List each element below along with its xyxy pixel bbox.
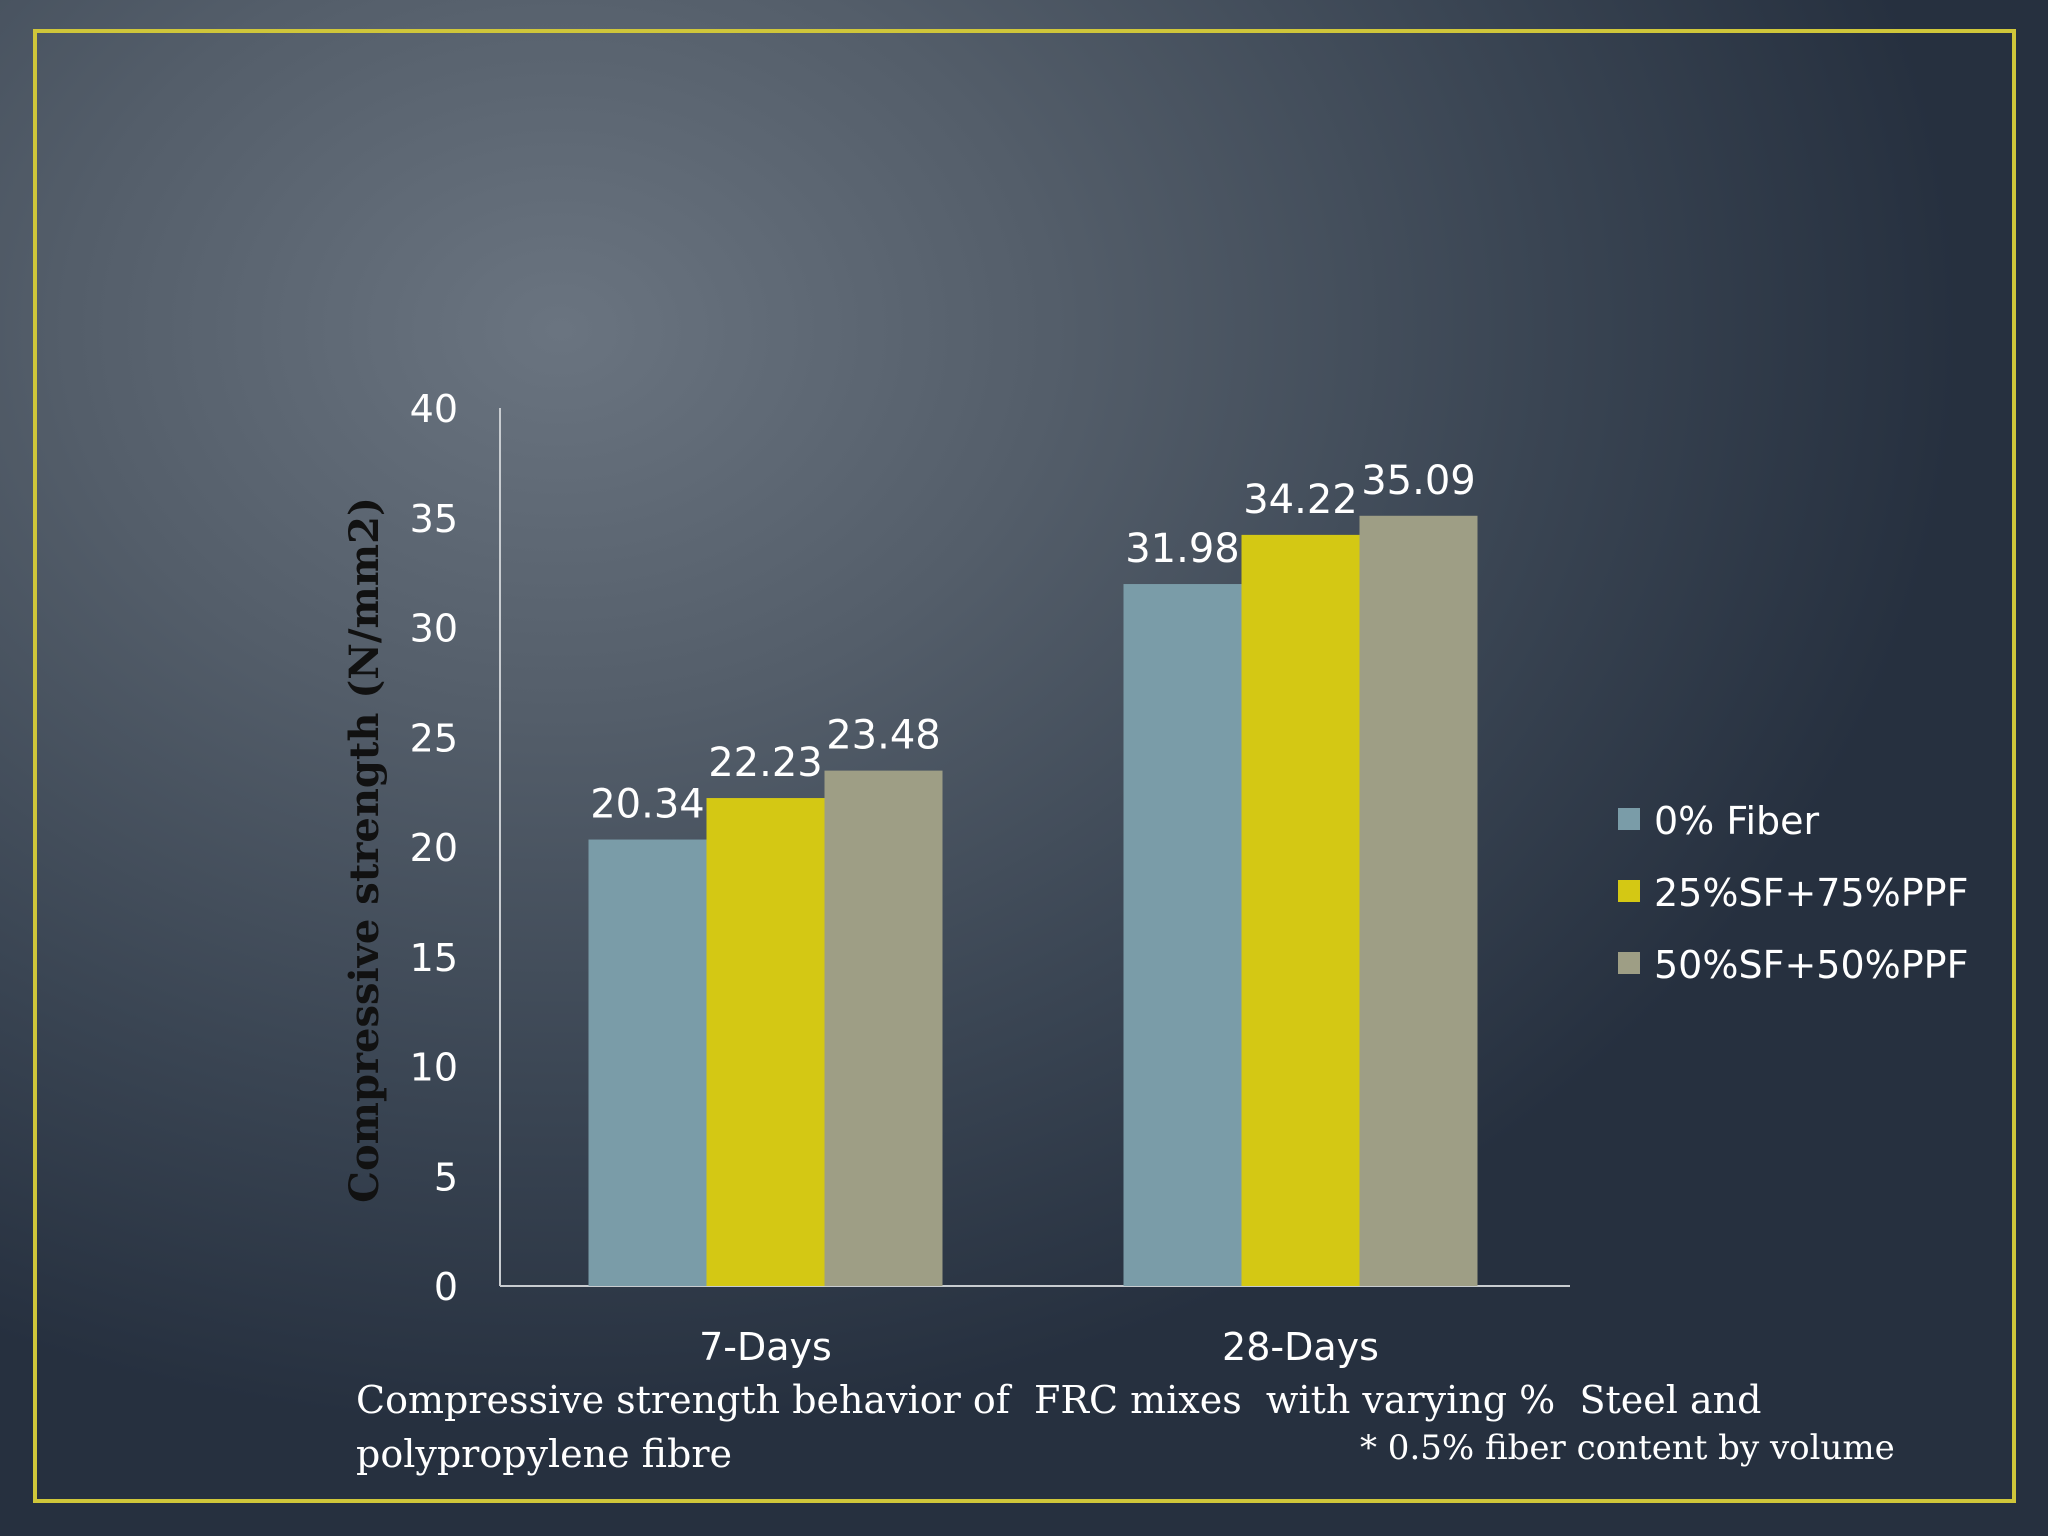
- data-label-0-1: 22.23: [708, 740, 823, 786]
- bar-1-2: [1359, 515, 1478, 1286]
- data-label-0-0: 20.34: [590, 782, 705, 828]
- category-label-1: 28-Days: [1222, 1325, 1379, 1369]
- chart-caption: Compressive strength behavior of FRC mix…: [356, 1373, 1762, 1481]
- bar-0-0: [588, 839, 707, 1286]
- y-tick-label-0: 0: [434, 1265, 458, 1309]
- y-tick-label-4: 20: [410, 826, 458, 870]
- legend-swatch-2: [1618, 952, 1640, 974]
- caption-line-2: polypropylene fibre: [356, 1432, 732, 1476]
- caption-line-1: Compressive strength behavior of FRC mix…: [356, 1378, 1762, 1422]
- y-axis-title: Compressive strength (N/mm2): [341, 497, 388, 1203]
- footnote: * 0.5% fiber content by volume: [1360, 1428, 1895, 1468]
- legend-label-1: 25%SF+75%PPF: [1654, 871, 1968, 915]
- y-tick-label-8: 40: [410, 387, 458, 431]
- legend-label-0: 0% Fiber: [1654, 799, 1820, 843]
- category-labels: 7-Days 28-Days: [699, 1325, 1379, 1369]
- bar-0-1: [706, 798, 825, 1286]
- y-axis: 0 5 10 15 20 25 30 35 40: [410, 387, 1570, 1309]
- legend-swatch-0: [1618, 808, 1640, 830]
- data-label-1-2: 35.09: [1361, 458, 1476, 504]
- bar-1-1: [1241, 534, 1360, 1286]
- data-label-0-2: 23.48: [826, 713, 941, 759]
- legend-label-2: 50%SF+50%PPF: [1654, 943, 1968, 987]
- y-tick-label-2: 10: [410, 1046, 458, 1090]
- data-label-1-0: 31.98: [1125, 526, 1240, 572]
- bar-1-0: [1123, 584, 1242, 1286]
- bars: [588, 515, 1478, 1286]
- bar-0-2: [824, 770, 943, 1286]
- legend: 0% Fiber 25%SF+75%PPF 50%SF+50%PPF: [1618, 799, 1968, 987]
- y-tick-label-7: 35: [410, 497, 458, 541]
- category-label-0: 7-Days: [699, 1325, 832, 1369]
- data-label-1-1: 34.22: [1243, 477, 1358, 523]
- y-tick-label-1: 5: [434, 1155, 458, 1199]
- y-tick-label-3: 15: [410, 936, 458, 980]
- legend-swatch-1: [1618, 880, 1640, 902]
- y-tick-label-6: 30: [410, 607, 458, 651]
- y-tick-label-5: 25: [410, 716, 458, 760]
